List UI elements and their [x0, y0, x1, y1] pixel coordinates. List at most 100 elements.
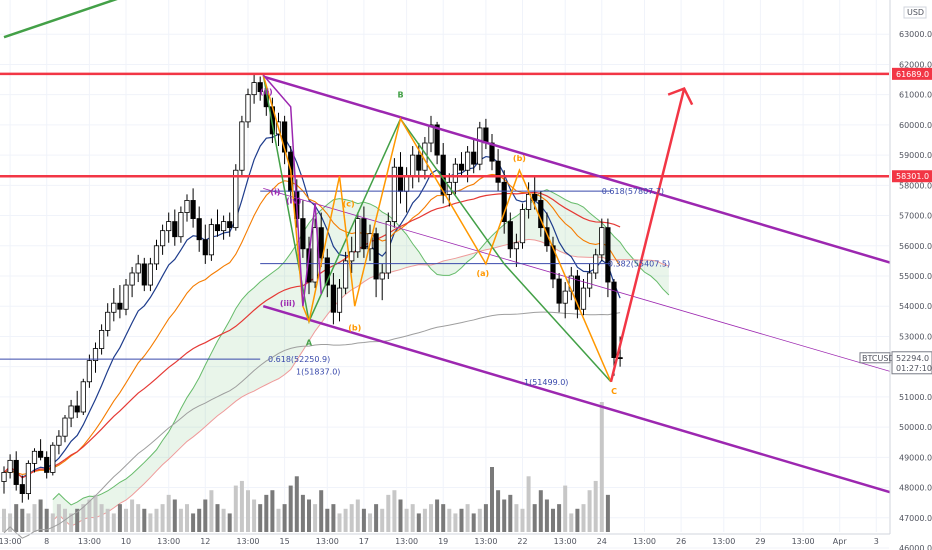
- candle-body: [141, 263, 147, 286]
- volume-bar: [233, 485, 238, 532]
- candle-body: [397, 166, 404, 192]
- candle-body: [452, 163, 459, 183]
- volume-bar: [410, 504, 415, 532]
- volume-bar: [252, 499, 257, 532]
- candle-body: [587, 272, 593, 289]
- candle-body: [257, 82, 263, 93]
- candle-body: [153, 245, 160, 265]
- time-tick-label: 13:00: [78, 537, 101, 546]
- wave-label: (iii): [280, 299, 296, 308]
- wave-secondary: [262, 74, 612, 383]
- channel-mid: [263, 187, 895, 374]
- volume-bar: [26, 513, 31, 532]
- price-tick-label: 49000.0: [899, 453, 932, 462]
- wave-label: (c): [343, 199, 355, 208]
- ma-slow: [3, 191, 621, 479]
- candle-body: [147, 263, 153, 286]
- level-price-text: 58301.0: [896, 172, 929, 181]
- candle-body: [123, 284, 129, 310]
- volume-bar: [593, 480, 598, 532]
- candle-body: [86, 360, 92, 383]
- candle-body: [227, 221, 233, 229]
- wave-tertiary: [262, 74, 322, 307]
- price-tick-label: 59000.0: [899, 151, 932, 160]
- time-tick-label: 13:00: [316, 537, 339, 546]
- volume-bar: [160, 504, 165, 532]
- volume-bar: [69, 513, 74, 532]
- volume-bar: [172, 499, 177, 532]
- arrow-head: [667, 87, 694, 106]
- volume-bar: [392, 490, 397, 532]
- volume-bar: [398, 499, 403, 532]
- volume-bar: [32, 504, 37, 532]
- volume-bar: [490, 467, 494, 532]
- trendline-green: [3, 0, 118, 39]
- candle-body: [349, 251, 355, 262]
- volume-bar: [294, 476, 299, 532]
- price-tick-label: 60000.0: [899, 121, 932, 130]
- fib-label: 0.618(57807.7): [602, 187, 664, 196]
- candle-body: [391, 166, 398, 222]
- volume-bar: [325, 508, 330, 532]
- candle-body: [501, 181, 507, 222]
- symbol-tag: [859, 352, 891, 364]
- annotations: 0.618(57807.7) 0.382(55407.5) 0.618(52250.…: [260, 88, 670, 396]
- candle-body: [355, 218, 361, 253]
- candle-body: [92, 348, 99, 362]
- candle-body: [62, 417, 68, 437]
- channel-lower: [262, 305, 895, 495]
- volume-bar: [563, 485, 568, 532]
- candle-body: [251, 82, 257, 96]
- price-tick-label: 62000.0: [899, 60, 932, 69]
- volume-bar: [117, 504, 122, 532]
- currency-badge: [903, 6, 927, 19]
- candle-body: [129, 272, 135, 286]
- cloud-fill: [52, 189, 669, 527]
- volume-bar: [514, 504, 519, 532]
- volume-bar: [361, 508, 366, 532]
- price-tick-label: 50000.0: [899, 423, 932, 432]
- volume-bar: [75, 508, 80, 532]
- candle-body: [318, 227, 324, 259]
- candle-body: [105, 311, 111, 331]
- time-tick-label: 3: [874, 537, 879, 546]
- volume-bar: [422, 508, 427, 532]
- candle-body: [410, 154, 416, 177]
- candle-body: [580, 287, 587, 310]
- time-tick-label: 13:00: [157, 537, 180, 546]
- volume-bar: [93, 494, 98, 532]
- volume-bar: [551, 508, 555, 532]
- volume-bar: [282, 504, 287, 532]
- candle-body: [184, 200, 190, 213]
- candle-body: [342, 260, 349, 289]
- volume-bar: [349, 504, 354, 532]
- projection-arrow: [609, 88, 686, 383]
- price-tick-label: 54000.0: [899, 302, 932, 311]
- volume-bar: [300, 494, 305, 532]
- time-tick-label: 13:00: [554, 537, 577, 546]
- volume-bar: [197, 508, 202, 532]
- volume-bar: [111, 513, 116, 532]
- price-tick-label: 63000.0: [899, 30, 932, 39]
- volume-bar: [185, 504, 189, 532]
- volume-bar: [569, 513, 574, 532]
- wave-label: C: [611, 387, 617, 396]
- candle-body: [428, 124, 434, 144]
- grid: [0, 0, 889, 549]
- volume-bar: [416, 513, 421, 532]
- volume-bar: [44, 508, 49, 532]
- candle-body: [532, 193, 538, 201]
- volume-bar: [191, 513, 196, 532]
- volume-bar: [239, 480, 244, 532]
- candle-body: [483, 127, 489, 144]
- volume-bar: [124, 508, 128, 532]
- candle-body: [458, 163, 465, 171]
- time-axis[interactable]: 13:00 8 13:00 10 13:00 12 13:00 15 13:00 17 13:00 1…: [0, 533, 890, 546]
- price-tick-label: 46000.0: [899, 544, 932, 550]
- price-axis[interactable]: 46000.0 47000.0 48000.0 49000.0 50000.0 51000…: [859, 0, 932, 550]
- candle-body: [403, 175, 410, 192]
- time-tick-label: 8: [44, 537, 49, 546]
- candle-body: [50, 444, 56, 473]
- volume-bar: [87, 499, 92, 532]
